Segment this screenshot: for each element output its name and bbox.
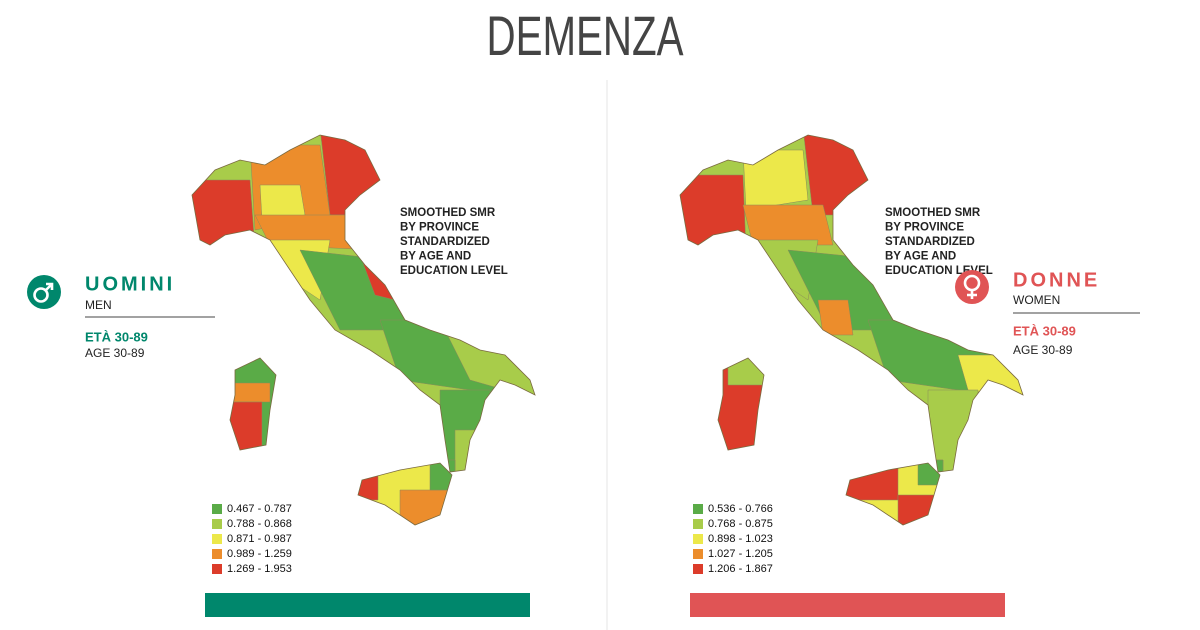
outline: [229, 357, 277, 451]
legend-swatch: [693, 534, 703, 544]
province-group: [454, 429, 491, 481]
province-group: [742, 204, 834, 246]
map-note: SMOOTHED SMR: [400, 207, 496, 219]
map-note: SMOOTHED SMR: [885, 207, 981, 219]
legend-label: 1.269 - 1.953: [227, 563, 292, 575]
map: [679, 134, 1024, 526]
outline: [357, 462, 453, 526]
province-group: [897, 494, 944, 525]
color-bar: [690, 593, 1005, 617]
provinces: [192, 135, 535, 525]
legend-label: 0.768 - 0.875: [708, 518, 773, 530]
province-group: [867, 319, 1023, 401]
outline: [845, 462, 941, 526]
age-label: ETÀ 30-89: [85, 329, 148, 344]
symbol: [33, 287, 49, 303]
legend-swatch: [693, 564, 703, 574]
legend-label: 0.989 - 1.259: [227, 548, 292, 560]
legend-label: 0.788 - 0.868: [227, 518, 292, 530]
legend-swatch: [212, 534, 222, 544]
gender-icon: [27, 275, 61, 309]
legend-label: 1.206 - 1.867: [708, 563, 773, 575]
outline: [679, 134, 1024, 473]
provinces: [680, 135, 1023, 525]
legend-swatch: [693, 549, 703, 559]
province-group: [727, 354, 769, 386]
province-group: [319, 135, 393, 216]
legend-label: 0.536 - 0.766: [708, 503, 773, 515]
map-note: EDUCATION LEVEL: [400, 265, 508, 277]
age-sublabel: AGE 30-89: [1013, 343, 1073, 357]
legend-label: 0.467 - 0.787: [227, 503, 292, 515]
province-group: [842, 464, 899, 501]
province-group: [927, 389, 979, 481]
map-note: BY AGE AND: [885, 251, 956, 263]
map: [191, 134, 536, 526]
legend-label: 0.898 - 1.023: [708, 533, 773, 545]
age-sublabel: AGE 30-89: [85, 346, 145, 360]
province-group: [399, 489, 456, 525]
map-note: BY PROVINCE: [400, 222, 479, 234]
province-group: [229, 382, 271, 403]
province-group: [429, 459, 456, 491]
outline: [717, 357, 765, 451]
map-note: BY AGE AND: [400, 251, 471, 263]
legend-swatch: [693, 504, 703, 514]
symbol: [967, 290, 977, 299]
title: DEMENZA: [486, 5, 683, 67]
panel-sublabel: MEN: [85, 298, 112, 312]
panel-label: UOMINI: [85, 273, 175, 295]
province-group: [817, 299, 854, 336]
outline: [191, 134, 536, 473]
map-note: STANDARDIZED: [400, 236, 490, 248]
province-group: [680, 174, 747, 251]
gender-icon: [955, 270, 989, 304]
legend-swatch: [212, 549, 222, 559]
province-group: [742, 149, 809, 211]
symbol: [45, 282, 54, 291]
map-note: STANDARDIZED: [885, 236, 975, 248]
map-note: BY PROVINCE: [885, 222, 964, 234]
panel-sublabel: WOMEN: [1013, 293, 1060, 307]
legend-swatch: [212, 504, 222, 514]
legend-label: 1.027 - 1.205: [708, 548, 773, 560]
age-label: ETÀ 30-89: [1013, 323, 1076, 338]
legend-swatch: [212, 519, 222, 529]
legend-swatch: [693, 519, 703, 529]
color-bar: [205, 593, 530, 617]
legend-label: 0.871 - 0.987: [227, 533, 292, 545]
legend-swatch: [212, 564, 222, 574]
panel-label: DONNE: [1013, 269, 1100, 291]
